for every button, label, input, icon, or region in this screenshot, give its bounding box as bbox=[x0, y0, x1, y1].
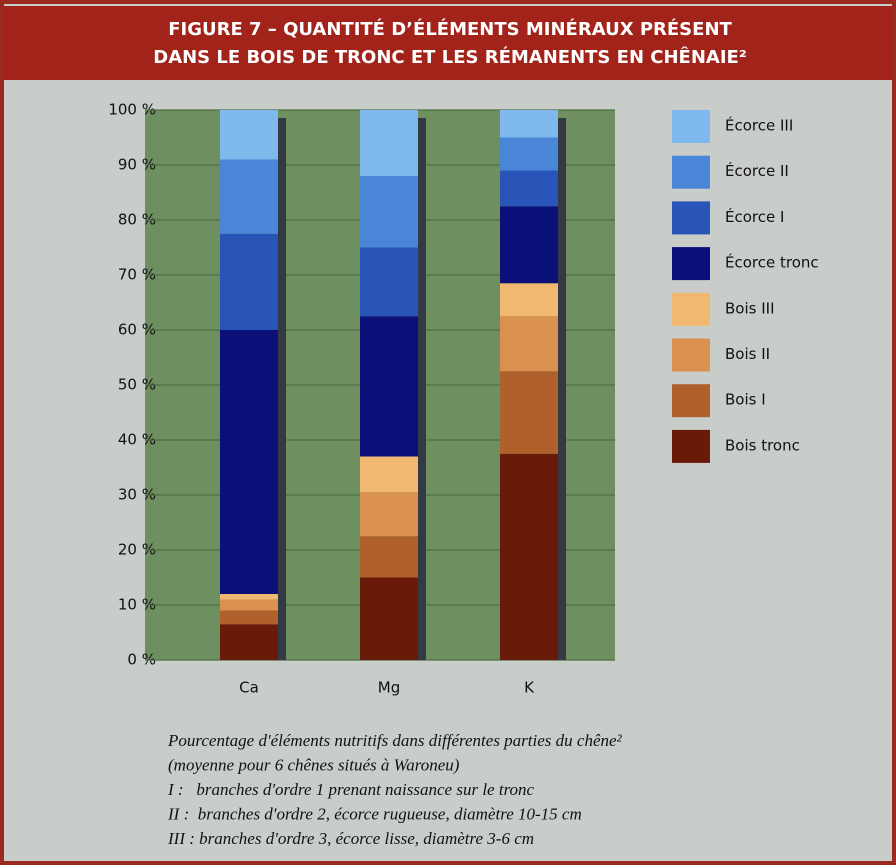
x-tick-label: K bbox=[524, 679, 535, 697]
bar-segment bbox=[500, 110, 558, 138]
chart-title: FIGURE 7 – QUANTITÉ D’ÉLÉMENTS MINÉRAUX … bbox=[168, 18, 732, 40]
bar-segment bbox=[500, 453, 558, 660]
y-tick-label: 30 % bbox=[118, 486, 156, 504]
bar-segment bbox=[500, 283, 558, 317]
legend-label: Écorce III bbox=[725, 116, 793, 135]
bar-segment bbox=[220, 594, 278, 600]
y-tick-label: 80 % bbox=[118, 211, 156, 229]
x-tick-label: Mg bbox=[378, 679, 400, 697]
legend-label: Écorce II bbox=[725, 161, 789, 180]
legend-swatch bbox=[672, 292, 710, 326]
legend-label: Bois I bbox=[725, 391, 766, 409]
bar-segment bbox=[360, 247, 418, 317]
bar-shadow bbox=[418, 118, 426, 660]
legend-label: Bois tronc bbox=[725, 436, 800, 454]
caption-line: Pourcentage d'éléments nutritifs dans di… bbox=[167, 731, 623, 750]
legend-label: Bois III bbox=[725, 299, 775, 317]
caption-line: III : branches d'ordre 3, écorce lisse, … bbox=[167, 829, 534, 848]
legend-swatch bbox=[672, 110, 710, 143]
bar-segment bbox=[220, 599, 278, 611]
caption-line: I : branches d'ordre 1 prenant naissance… bbox=[167, 780, 535, 799]
bar-segment bbox=[220, 624, 278, 660]
bar-segment bbox=[500, 137, 558, 171]
bar-segment bbox=[500, 316, 558, 372]
legend-swatch bbox=[672, 338, 710, 372]
y-tick-label: 60 % bbox=[118, 321, 156, 339]
y-tick-label: 40 % bbox=[118, 431, 156, 449]
y-tick-label: 10 % bbox=[118, 596, 156, 614]
bar-segment bbox=[500, 170, 558, 207]
bar-segment bbox=[360, 316, 418, 457]
bar-segment bbox=[220, 330, 278, 594]
caption-line: II : branches d'ordre 2, écorce rugueuse… bbox=[167, 804, 582, 823]
bar-segment bbox=[220, 610, 278, 625]
caption-line: (moyenne pour 6 chênes situés à Waroneu) bbox=[168, 755, 460, 774]
bar-shadow bbox=[278, 118, 286, 660]
y-tick-label: 50 % bbox=[118, 376, 156, 394]
bar-segment bbox=[360, 536, 418, 578]
bar-segment bbox=[360, 110, 418, 176]
legend-swatch bbox=[672, 201, 710, 235]
bar-segment bbox=[360, 176, 418, 248]
bar-segment bbox=[500, 371, 558, 454]
legend-swatch bbox=[672, 429, 710, 463]
bar-segment bbox=[220, 110, 278, 160]
chart-title: DANS LE BOIS DE TRONC ET LES RÉMANENTS E… bbox=[153, 46, 746, 68]
y-tick-label: 100 % bbox=[108, 101, 156, 119]
bar-segment bbox=[220, 233, 278, 330]
bar-segment bbox=[360, 492, 418, 537]
y-tick-label: 20 % bbox=[118, 541, 156, 559]
legend-swatch bbox=[672, 247, 710, 281]
bar-segment bbox=[500, 206, 558, 284]
bar-segment bbox=[360, 456, 418, 493]
bar-shadow bbox=[558, 118, 566, 660]
bar-segment bbox=[360, 577, 418, 660]
legend-label: Écorce I bbox=[725, 207, 784, 226]
legend-swatch bbox=[672, 155, 710, 189]
legend-swatch bbox=[672, 384, 710, 418]
header bbox=[4, 6, 892, 80]
y-tick-label: 90 % bbox=[118, 156, 156, 174]
x-tick-label: Ca bbox=[239, 679, 259, 697]
bar-segment bbox=[220, 159, 278, 234]
y-tick-label: 70 % bbox=[118, 266, 156, 284]
legend-label: Bois II bbox=[725, 345, 770, 363]
y-tick-label: 0 % bbox=[127, 651, 156, 669]
legend-label: Écorce tronc bbox=[725, 253, 819, 272]
